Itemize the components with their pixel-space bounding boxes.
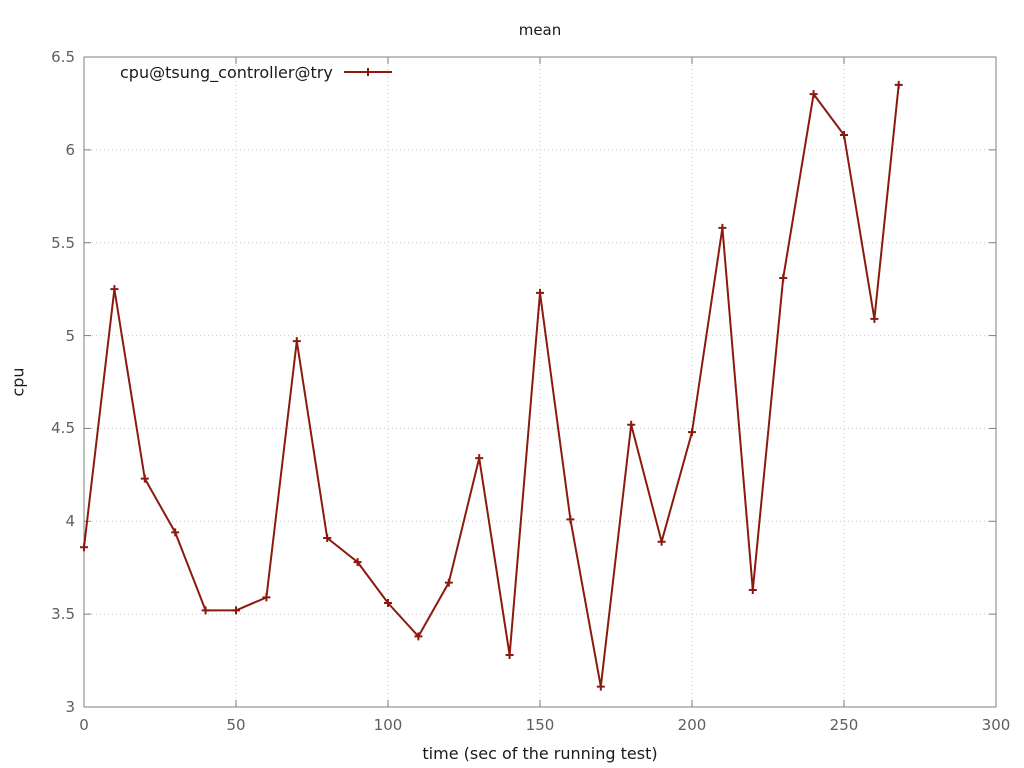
legend-line-sample-icon	[343, 68, 392, 76]
y-tick-label: 3	[65, 698, 75, 716]
y-tick-label: 3.5	[51, 605, 75, 624]
x-axis-label: time (sec of the running test)	[422, 744, 658, 763]
x-tick-label: 200	[677, 716, 707, 734]
x-tick-label: 100	[373, 716, 403, 734]
x-tick-label: 250	[829, 716, 859, 734]
chart-title: mean	[518, 21, 562, 39]
y-tick-label: 4	[65, 512, 75, 531]
y-tick-label: 5.5	[51, 233, 75, 252]
legend: cpu@tsung_controller@try	[120, 62, 393, 82]
x-tick-label: 300	[981, 716, 1011, 734]
y-tick-label: 4.5	[51, 419, 75, 438]
y-tick-label: 6	[65, 140, 75, 159]
legend-series-label: cpu@tsung_controller@try	[120, 62, 333, 82]
y-tick-label: 6.5	[51, 48, 75, 66]
x-tick-label: 150	[525, 716, 555, 734]
x-tick-label: 0	[79, 716, 89, 734]
y-axis-label: cpu	[8, 367, 28, 397]
y-tick-label: 5	[65, 326, 75, 345]
x-tick-label: 50	[226, 716, 246, 734]
